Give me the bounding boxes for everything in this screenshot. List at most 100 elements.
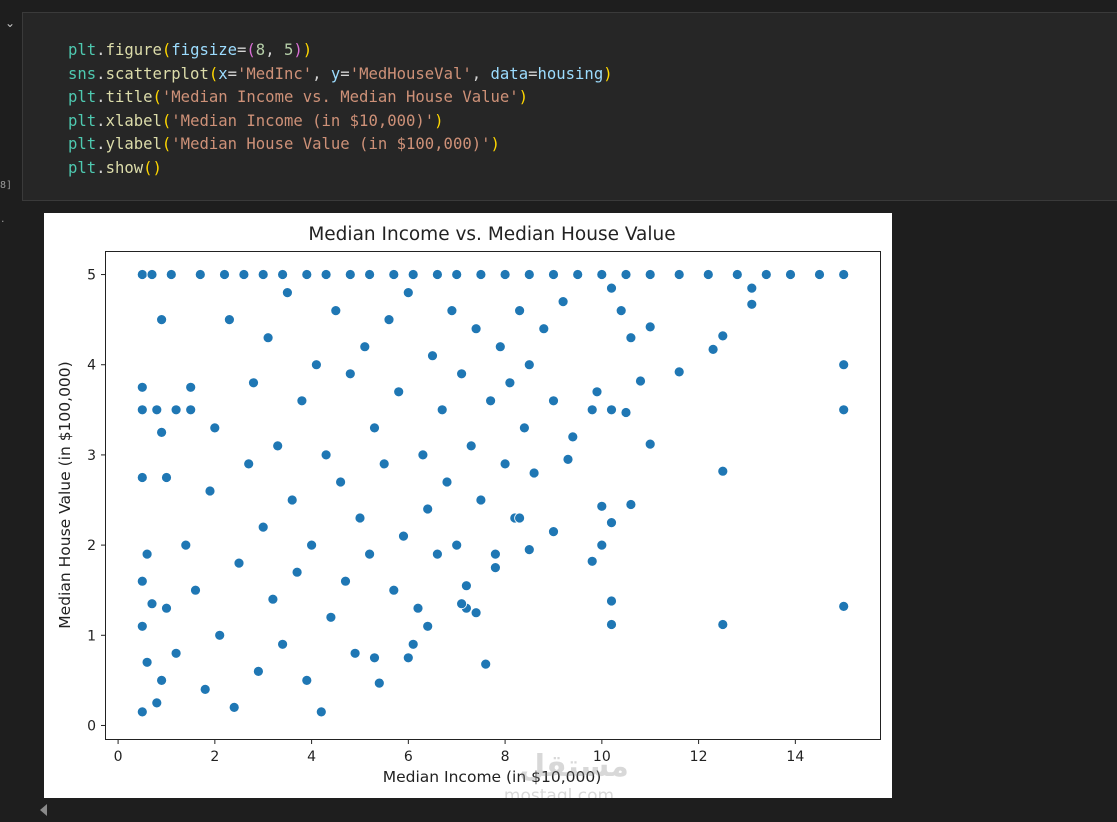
data-point (557, 296, 569, 307)
data-point (141, 656, 153, 668)
x-tick-label: 14 (786, 749, 804, 765)
data-point (325, 611, 337, 623)
data-point (606, 595, 617, 607)
data-point (451, 539, 463, 551)
data-point (359, 341, 371, 353)
data-point (310, 359, 322, 371)
data-point (838, 404, 850, 416)
data-point (446, 305, 458, 316)
data-point (364, 269, 376, 280)
data-point (209, 422, 221, 434)
data-point (233, 557, 245, 569)
code-editor[interactable]: plt.figure(figsize=(8, 5)) sns.scatterpl… (68, 39, 613, 181)
y-tick-label: 1 (87, 628, 96, 644)
data-point (562, 453, 574, 465)
data-point (136, 620, 148, 632)
chevron-down-icon[interactable]: ⌄ (5, 16, 16, 30)
code-cell[interactable]: plt.figure(figsize=(8, 5)) sns.scatterpl… (22, 12, 1117, 201)
data-point (373, 677, 385, 689)
data-point (340, 575, 351, 587)
watermark-latin: mostaql.com (504, 786, 614, 798)
data-point (146, 269, 158, 280)
data-point (262, 332, 274, 344)
data-point (383, 314, 395, 325)
y-tick-label: 2 (87, 538, 96, 554)
data-point (572, 269, 584, 280)
data-point (504, 377, 516, 389)
scatter-points (136, 269, 850, 718)
data-point (248, 377, 259, 389)
data-point (223, 314, 235, 325)
data-point (228, 701, 240, 713)
data-point (330, 305, 342, 316)
data-point (296, 395, 308, 407)
data-point (281, 287, 293, 298)
y-axis-label: Median House Value (in $100,000) (56, 361, 74, 628)
data-point (538, 323, 550, 335)
data-point (277, 269, 289, 280)
data-point (528, 467, 540, 479)
data-point (717, 330, 729, 342)
data-point (606, 517, 617, 529)
data-point (591, 386, 603, 398)
y-tick-label: 5 (87, 268, 96, 284)
data-point (320, 269, 332, 280)
data-point (349, 647, 361, 659)
data-point (673, 366, 685, 378)
watermark-arabic: مستقل (519, 749, 629, 784)
data-point (499, 458, 511, 470)
y-tick-label: 0 (87, 718, 96, 734)
data-point (286, 494, 298, 506)
data-point (185, 404, 197, 416)
data-point (499, 269, 511, 280)
data-point (364, 548, 376, 560)
data-point (277, 638, 289, 650)
x-axis: 0 2 4 6 8 10 12 14 (114, 739, 804, 765)
y-tick-label: 4 (87, 358, 96, 374)
data-point (673, 269, 685, 280)
data-point (170, 647, 182, 659)
x-tick-label: 4 (307, 749, 316, 765)
x-tick-label: 6 (404, 749, 413, 765)
data-point (838, 359, 850, 371)
chart-title: Median Income vs. Median House Value (308, 224, 675, 245)
notebook-gutter: ⌄ 8] . (0, 0, 22, 822)
data-point (523, 269, 535, 280)
data-point (291, 566, 303, 578)
data-point (644, 438, 656, 450)
data-point (301, 674, 313, 686)
data-point (136, 706, 148, 718)
data-point (272, 440, 284, 452)
data-point (485, 395, 497, 407)
data-point (146, 598, 158, 610)
code-line-3: plt.title('Median Income vs. Median Hous… (68, 88, 529, 107)
data-point (838, 600, 850, 612)
data-point (436, 404, 448, 416)
data-point (635, 375, 646, 387)
data-point (267, 593, 279, 605)
data-point (388, 269, 400, 280)
data-point (567, 431, 579, 443)
data-point (402, 287, 414, 298)
data-point (518, 422, 530, 434)
data-point (301, 269, 313, 280)
data-point (238, 269, 250, 280)
execution-count: 8] (0, 180, 13, 191)
data-point (306, 539, 318, 551)
data-point (596, 539, 608, 551)
data-point (136, 575, 148, 587)
data-point (596, 500, 608, 512)
data-point (475, 269, 487, 280)
data-point (814, 269, 825, 280)
data-point (606, 404, 617, 416)
data-point (427, 350, 438, 362)
data-point (596, 269, 608, 280)
data-point (190, 584, 201, 596)
data-point (470, 607, 482, 619)
data-point (644, 321, 656, 333)
scroll-left-arrow-icon[interactable] (40, 804, 47, 816)
data-point (456, 368, 468, 380)
data-point (257, 269, 269, 280)
data-point (407, 269, 419, 280)
data-point (451, 269, 463, 280)
